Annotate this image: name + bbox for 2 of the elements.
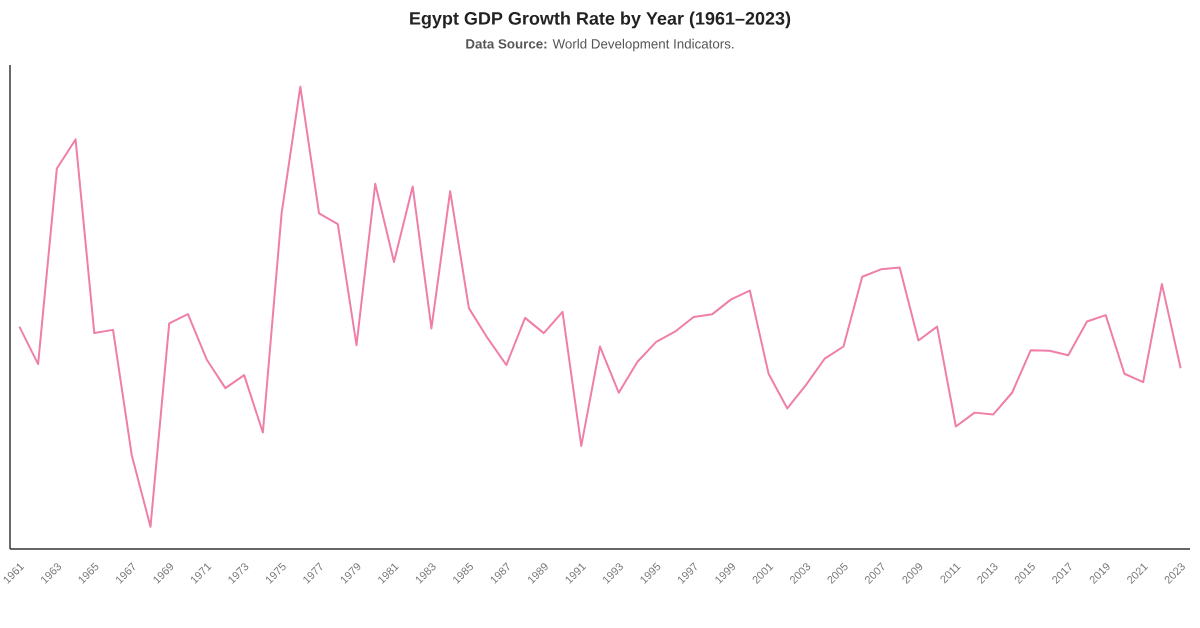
- chart-title: Egypt GDP Growth Rate by Year (1961–2023): [410, 11, 791, 29]
- chart-subtitle: Data Source: World Development Indicators.: [466, 38, 734, 52]
